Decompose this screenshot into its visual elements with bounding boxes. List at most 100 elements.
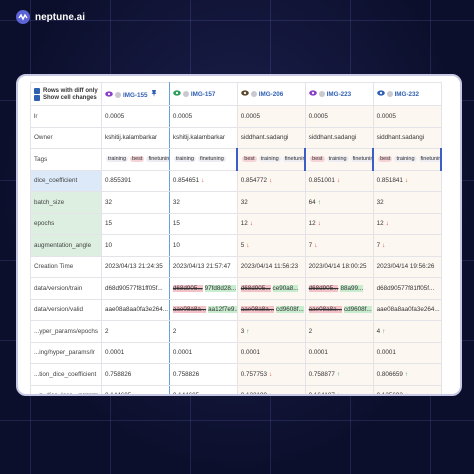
cell: 0.851001 ↓ [304,169,374,192]
option[interactable]: Rows with diff only [34,87,98,94]
old-value: aae08a8a... [172,306,207,314]
cell: 12 ↓ [304,212,374,235]
cell-value: 0.144605 [105,392,132,396]
table-row: dice_coefficient 0.855391 0.854651 ↓ 0.85477… [30,169,442,192]
checkbox[interactable] [34,87,40,94]
row-label: ...ing/hyper_params/lr [30,341,102,364]
tag: training [173,156,196,163]
table-row: epochs 15 15 12 ↓ 12 ↓ 12 ↓ [30,212,442,235]
row-label: lr [30,105,102,128]
tag: training [258,156,281,163]
cell: 15 [101,212,170,235]
table-row: ...ing/hyper_params/lr 0.0001 0.0001 0.0001… [30,341,442,364]
cell: 2023/04/14 19:56:26 [372,255,442,278]
change-arrow: ↓ [201,177,205,185]
cell-value: siddhant.sadangi [308,134,357,142]
tag: best [130,156,145,163]
column-header[interactable]: IMG-155 [101,82,170,106]
eye-icon [173,90,181,98]
row-label-text: data/version/valid [34,306,84,314]
cell: aae08a8aa0fa3e264... [372,298,442,321]
cell: aae08a8aa0fa3e264... [101,298,170,321]
old-value: aae08a8a... [240,306,275,314]
option[interactable]: Show cell changes [34,94,98,101]
row-label: dice_coefficient [30,169,102,192]
cell-value: 0.133199 [240,392,268,396]
cell: d68d905... 97fd8d28... [168,277,238,300]
table-row: augmentation_angle 10 10 5 ↓ 7 ↓ 7 ↓ [30,234,442,257]
cell-value: 0.0005 [105,112,125,120]
cell: kshitij.kalambarkar [168,126,238,149]
cell-value: d68d90577f81ff05f... [376,284,435,292]
cell-value: 12 [376,220,384,228]
change-arrow: ↑ [336,392,341,396]
cell: 0.144605 [168,384,238,394]
cell-value: 2 [308,327,313,335]
cell: 0.758826 [101,363,170,386]
column-name: IMG-223 [326,91,352,98]
row-label-text: ...tion_dice_coefficient [34,370,97,378]
column-header[interactable]: IMG-223 [304,82,374,106]
cell-value: kshitij.kalambarkar [105,134,158,142]
cell: aae08a8a... aa12f7e9... [168,298,238,321]
table-row: Creation Time 2023/04/13 21:24:35 2023/04/… [30,255,442,278]
cell-value: 0.0005 [376,112,396,120]
row-label-text: Owner [34,134,53,142]
cell: aae08a8a... cd9608f... [304,298,374,321]
change-arrow: ↓ [269,392,273,396]
cell: 0.855391 [101,169,170,192]
tag: training [326,156,349,163]
cell: 10 [101,234,170,257]
column-header[interactable]: IMG-232 [372,82,442,106]
cell-value: 32 [105,198,113,206]
cell-value: 2 [105,327,109,335]
change-arrow: ↑ [382,327,386,335]
row-label-text: Creation Time [34,263,74,271]
old-value: d68d905... [308,284,339,292]
cell: 0.851841 ↓ [372,169,442,192]
cell-value: 0.851841 [376,177,403,185]
status-dot [182,91,189,97]
cell-value: 0.854651 [172,177,200,185]
cell: 0.135692 ↓ [372,384,442,394]
new-value: cd9608f... [276,306,304,314]
cell: 0.0005 [236,105,306,128]
table-row: Tagstrainingbestfinetuningtrainingfinetu… [30,148,442,171]
checkbox[interactable] [34,94,40,101]
table-row: data/version/train d68d90577f81ff05f... d6… [30,277,442,300]
cell: 10 [168,234,238,257]
logo-text: neptune.ai [35,11,86,23]
tag: finetuning [146,156,169,163]
table-row: batch_size 32 32 32 64 ↑ 32 [30,191,442,214]
change-arrow: ↑ [317,198,321,206]
cell: d68d90577f81ff05f... [101,277,170,300]
column-header[interactable]: IMG-157 [168,82,238,106]
row-label: ...tion_dice_coefficient [30,363,102,386]
cell-value: siddhant.sadangi [376,134,425,142]
cell-value: 0.0005 [172,112,193,120]
cell: 0.854651 ↓ [168,169,238,192]
row-label-text: epochs [34,220,55,228]
status-dot [250,91,257,97]
cell-value: 15 [105,220,113,228]
cell-value: 0.854772 [240,177,268,185]
cell-value: aae08a8aa0fa3e264... [105,306,169,314]
row-label-text: ...ing/hyper_params/lr [34,349,95,357]
column-header[interactable]: IMG-206 [236,82,306,106]
cell-value: 0.0005 [240,112,261,120]
cell: 0.0001 [168,341,238,364]
cell: 0.0001 [236,341,306,364]
change-arrow: ↓ [249,220,253,228]
cell-value: aae08a8aa0fa3e264... [376,306,440,314]
header-row: Rows with diff only Show cell changes IMG-… [30,82,442,106]
column-name: IMG-206 [258,91,284,98]
status-dot [318,91,325,97]
change-arrow: ↓ [336,177,341,185]
cell: 12 ↓ [236,212,306,235]
cell: 12 ↓ [372,212,442,235]
cell: 0.0001 [304,341,374,364]
status-dot [115,91,121,98]
eye-icon [376,90,385,98]
cell: 7 ↓ [372,234,442,257]
row-label: Owner [30,126,102,149]
